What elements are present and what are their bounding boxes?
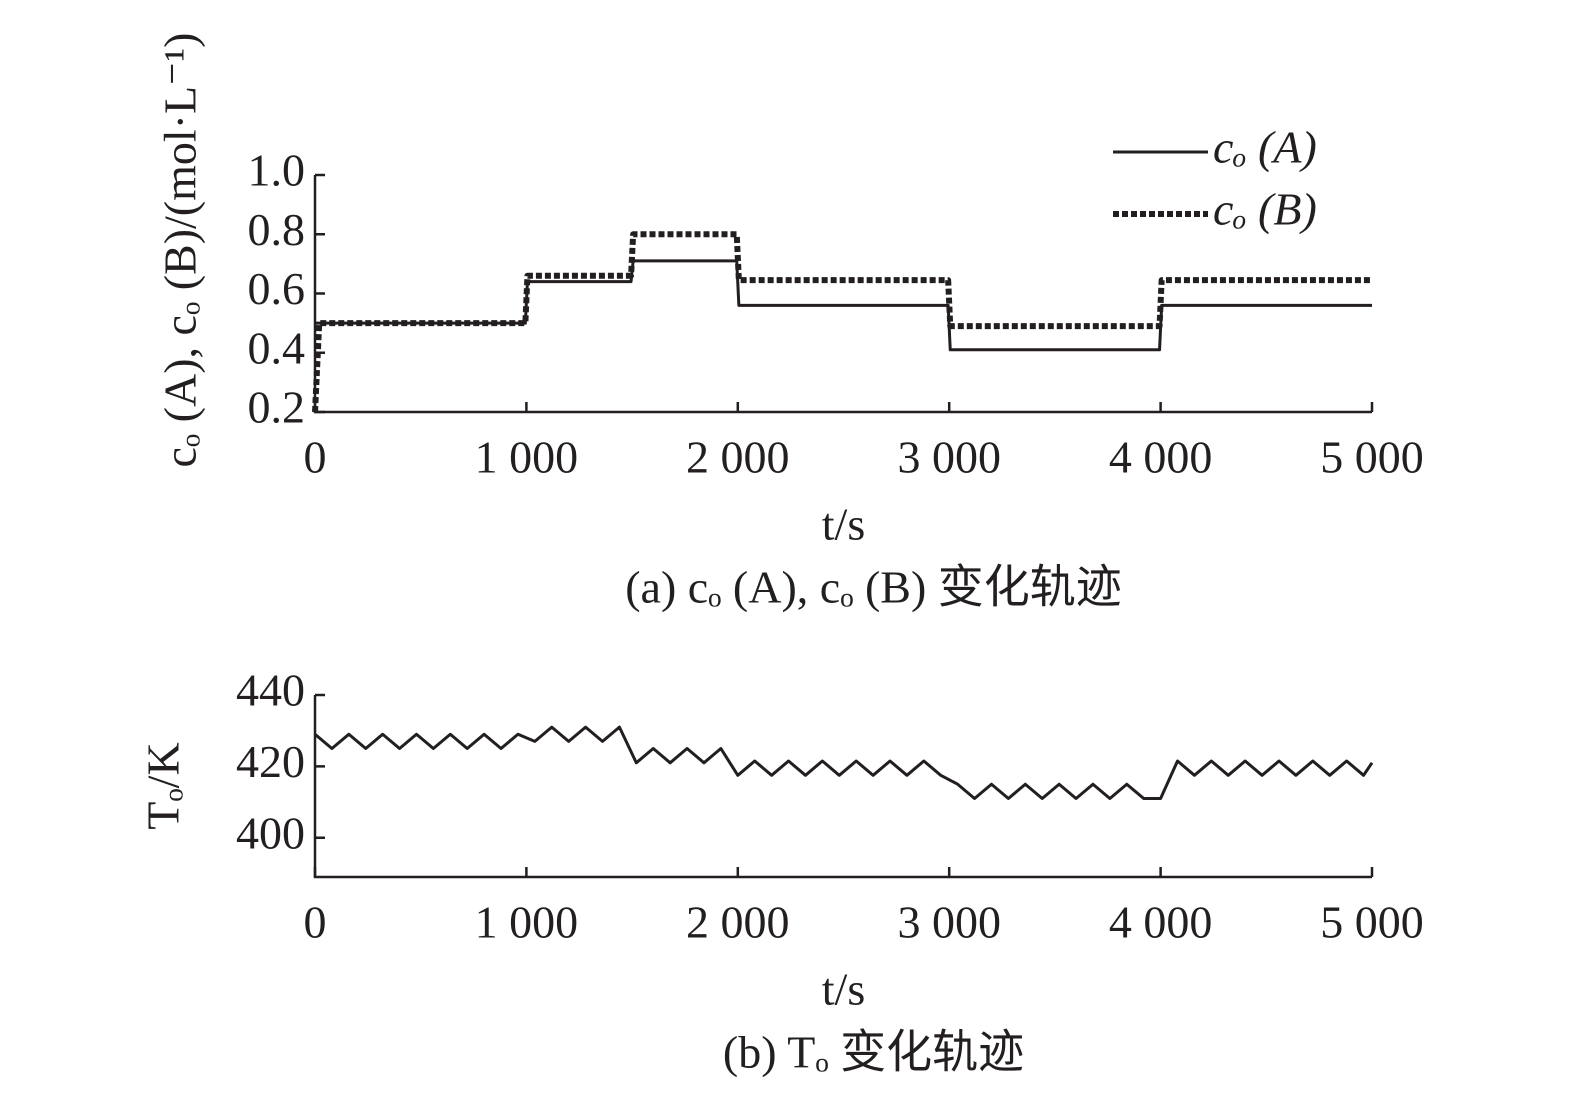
legend-label: cₒ (B) xyxy=(1213,184,1317,235)
x-tick-label: 3 000 xyxy=(897,432,1001,483)
x-axis-label: t/s xyxy=(822,964,865,1015)
x-tick-label: 4 000 xyxy=(1109,432,1213,483)
x-tick-label: 1 000 xyxy=(475,432,579,483)
x-tick-label: 1 000 xyxy=(475,897,579,948)
y-tick-label: 420 xyxy=(236,736,305,787)
y-tick-label: 1.0 xyxy=(248,145,306,196)
x-axis-label: t/s xyxy=(822,499,865,550)
x-tick-label: 5 000 xyxy=(1320,432,1424,483)
caption: (b) Tₒ 变化轨迹 xyxy=(723,1027,1024,1078)
y-tick-label: 440 xyxy=(236,665,305,716)
x-tick-label: 5 000 xyxy=(1320,897,1424,948)
y-axis-label: Tₒ/K xyxy=(138,742,189,829)
y-tick-label: 400 xyxy=(236,807,305,858)
x-tick-label: 0 xyxy=(304,432,327,483)
y-tick-label: 0.2 xyxy=(248,382,306,433)
y-tick-label: 0.8 xyxy=(248,204,306,255)
x-tick-label: 2 000 xyxy=(686,897,790,948)
x-tick-label: 2 000 xyxy=(686,432,790,483)
caption: (a) cₒ (A), cₒ (B) 变化轨迹 xyxy=(625,562,1122,613)
data-line xyxy=(315,259,1372,352)
y-tick-label: 0.6 xyxy=(248,263,306,314)
data-line xyxy=(312,231,1372,413)
x-tick-label: 4 000 xyxy=(1109,897,1213,948)
y-axis-label: cₒ (A), cₒ (B)/(mol·L⁻¹) xyxy=(155,33,206,468)
data-line xyxy=(314,725,1374,800)
legend-label: cₒ (A) xyxy=(1213,122,1317,173)
y-tick-label: 0.4 xyxy=(248,322,306,373)
axis-spines xyxy=(313,695,1372,879)
x-tick-label: 0 xyxy=(304,897,327,948)
x-tick-label: 3 000 xyxy=(897,897,1001,948)
